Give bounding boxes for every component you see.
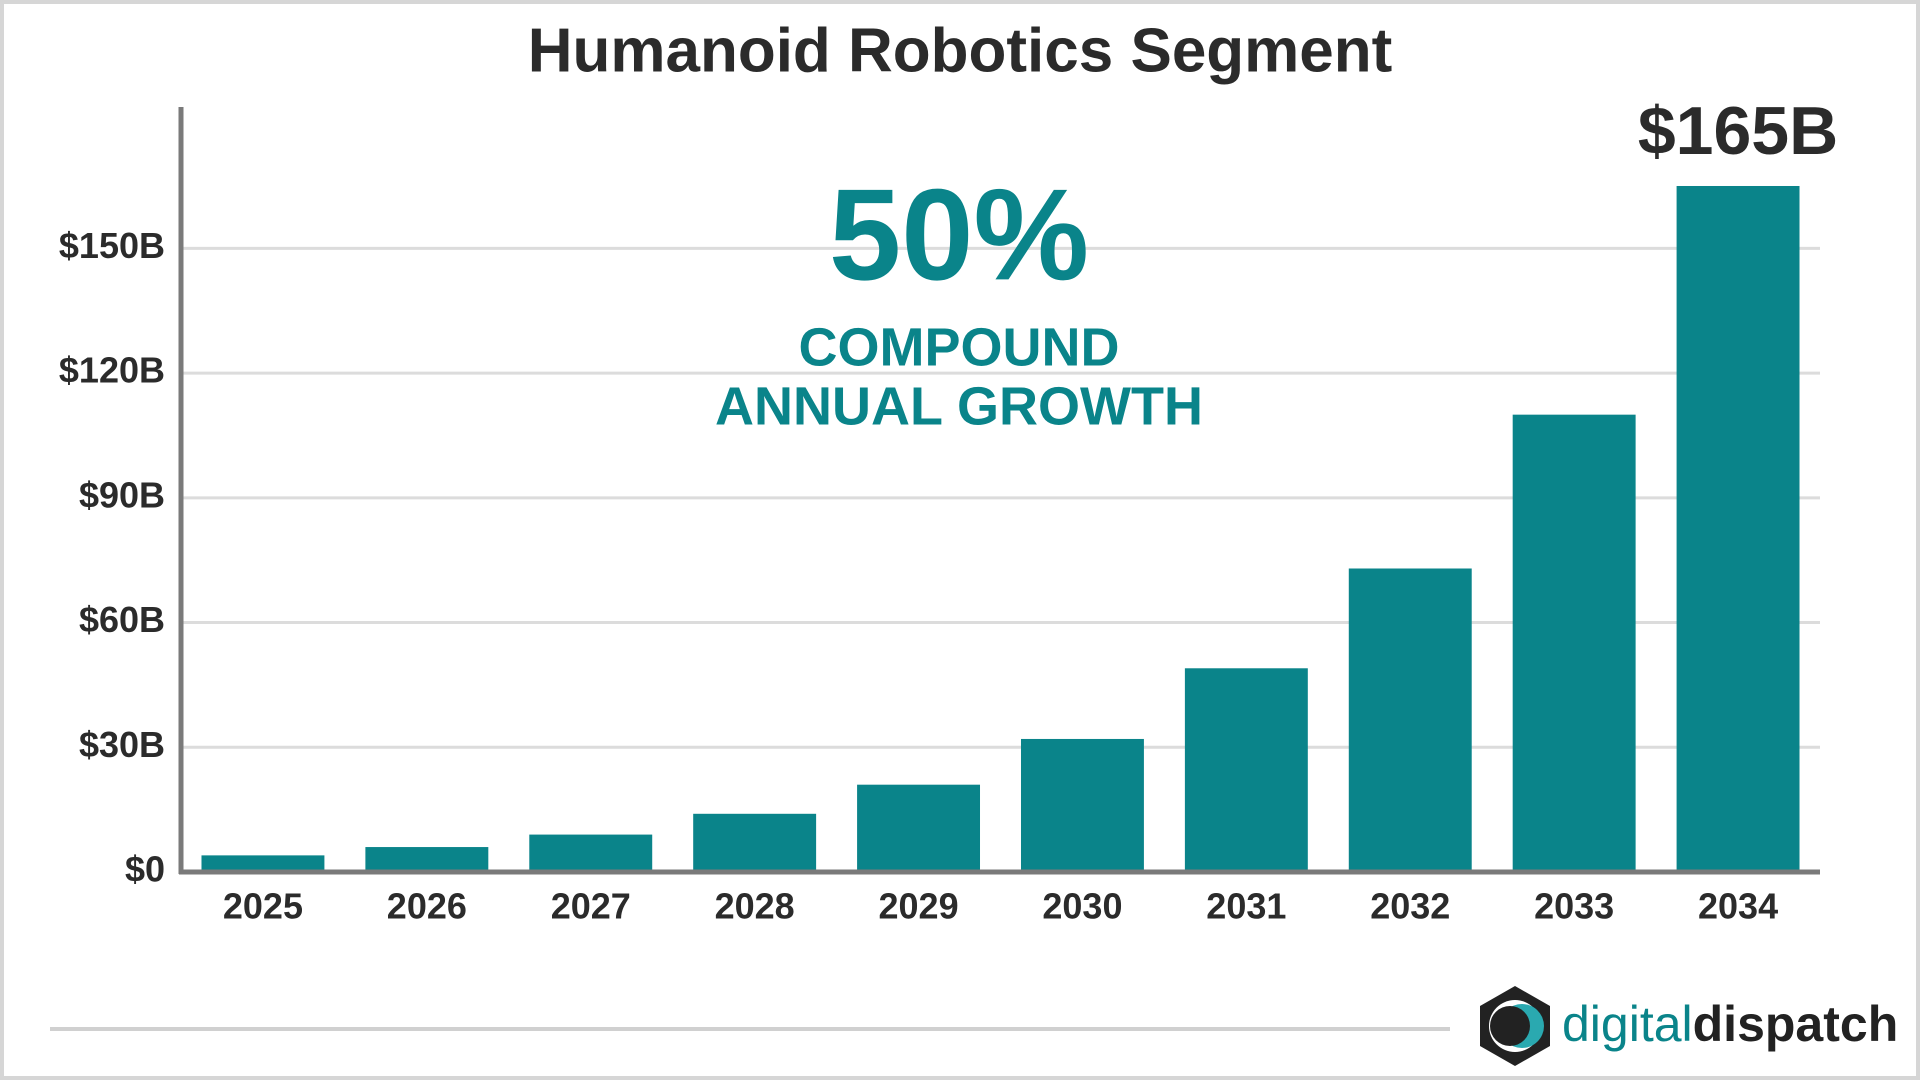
bar xyxy=(693,813,817,872)
bars xyxy=(201,185,1800,872)
x-tick-label: 2025 xyxy=(223,886,303,927)
logo-part: digital xyxy=(1562,996,1693,1052)
logo-part: dispatch xyxy=(1693,996,1899,1052)
logo-core xyxy=(1490,1006,1530,1046)
bar xyxy=(529,834,653,872)
y-tick-label: $0 xyxy=(125,849,165,890)
data-label: $165B xyxy=(1638,93,1838,169)
annotation: ANNUAL GROWTH xyxy=(715,376,1203,436)
y-tick-label: $60B xyxy=(79,599,165,640)
x-tick-label: 2029 xyxy=(879,886,959,927)
y-tick-label: $120B xyxy=(59,350,165,391)
bar xyxy=(365,847,489,872)
bar xyxy=(1348,568,1472,872)
annotation: 50% xyxy=(829,161,1089,307)
x-tick-label: 2034 xyxy=(1698,886,1778,927)
x-tick-label: 2033 xyxy=(1534,886,1614,927)
y-tick-label: $30B xyxy=(79,724,165,765)
y-tick-label: $90B xyxy=(79,474,165,515)
x-tick-label: 2028 xyxy=(715,886,795,927)
bar xyxy=(857,784,981,872)
bar xyxy=(201,855,325,872)
logo: digitaldispatch xyxy=(1480,986,1898,1066)
x-tick-label: 2027 xyxy=(551,886,631,927)
bar xyxy=(1676,185,1800,872)
x-tick-label: 2031 xyxy=(1206,886,1286,927)
x-tick-label: 2026 xyxy=(387,886,467,927)
bar xyxy=(1184,668,1308,872)
annotation: COMPOUND xyxy=(799,317,1120,377)
y-tick-label: $150B xyxy=(59,225,165,266)
x-tick-label: 2032 xyxy=(1370,886,1450,927)
chart-title: Humanoid Robotics Segment xyxy=(528,16,1393,85)
bar xyxy=(1020,738,1144,872)
logo-text: digitaldispatch xyxy=(1562,996,1898,1052)
x-tick-label: 2030 xyxy=(1042,886,1122,927)
bar xyxy=(1512,414,1636,872)
